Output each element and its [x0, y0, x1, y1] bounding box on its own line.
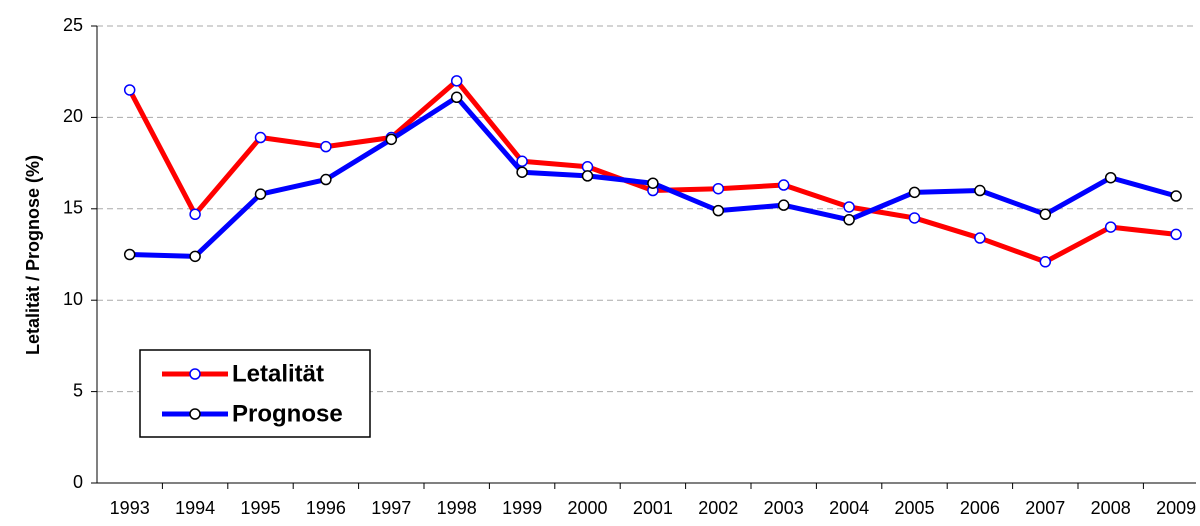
legend-marker [189, 368, 201, 380]
data-point [254, 188, 267, 200]
x-tick-label: 2000 [567, 498, 607, 518]
data-point [189, 250, 201, 263]
data-point [843, 201, 855, 213]
data-point [908, 186, 921, 199]
y-tick-label: 10 [63, 289, 83, 309]
data-point [1170, 228, 1182, 241]
data-point [1039, 256, 1052, 268]
data-point [1104, 221, 1117, 233]
x-tick-label: 2005 [894, 498, 934, 518]
data-point [450, 91, 463, 104]
data-point [320, 173, 332, 186]
x-tick-label: 1995 [240, 498, 280, 518]
data-point [450, 75, 463, 87]
x-tick-label: 2002 [698, 498, 738, 518]
x-tick-label: 2003 [764, 498, 804, 518]
x-tick-label: 2009 [1156, 498, 1196, 518]
data-point [777, 199, 790, 211]
data-point [254, 131, 267, 144]
y-tick-label: 15 [63, 198, 83, 218]
data-point [1039, 208, 1052, 221]
legend-box [139, 349, 371, 438]
x-tick-label: 1993 [110, 498, 150, 518]
legend-marker [189, 408, 201, 420]
data-point [516, 166, 528, 178]
series-line [129, 94, 1177, 259]
legend-label: Letalität [232, 360, 324, 387]
x-tick-label: 2007 [1025, 498, 1065, 518]
y-axis-label: Letalität / Prognose (%) [23, 155, 43, 355]
data-point [908, 212, 921, 224]
y-tick-label: 20 [63, 106, 83, 126]
x-tick-label: 1994 [175, 498, 215, 518]
y-tick-label: 25 [63, 15, 83, 35]
x-tick-label: 1999 [502, 498, 542, 518]
data-point [712, 204, 725, 217]
x-tick-label: 1996 [306, 498, 346, 518]
data-point [647, 177, 659, 189]
x-tick-label: 1997 [371, 498, 411, 518]
data-point [974, 232, 986, 244]
data-point [843, 214, 855, 226]
x-tick-label: 2008 [1091, 498, 1131, 518]
data-point [777, 179, 790, 191]
data-point [123, 84, 136, 96]
data-point [712, 182, 725, 195]
y-tick-label: 5 [73, 380, 83, 400]
data-point [516, 155, 528, 168]
x-tick-label: 2006 [960, 498, 1000, 518]
legend-label: Prognose [232, 400, 343, 427]
x-tick-label: 2004 [829, 498, 869, 518]
data-point [974, 184, 986, 197]
data-point [1104, 171, 1117, 184]
series-line [127, 78, 1177, 265]
data-point [123, 248, 136, 261]
x-tick-label: 1998 [437, 498, 477, 518]
data-point [189, 208, 201, 221]
data-point [1170, 190, 1182, 202]
y-tick-label: 0 [73, 472, 83, 492]
data-point [385, 133, 398, 146]
x-tick-label: 2001 [633, 498, 673, 518]
data-point [581, 170, 594, 182]
data-point [320, 140, 332, 153]
